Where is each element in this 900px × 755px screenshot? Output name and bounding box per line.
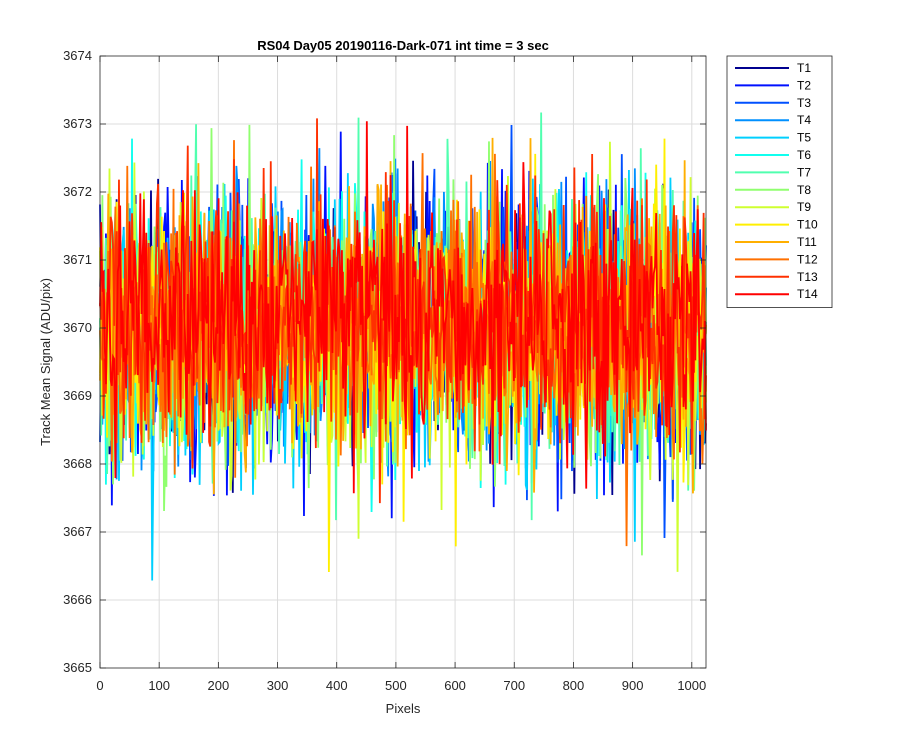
legend: T1 T2 T3 T4 T5 T6 T7 T8 T9 T10 T11 T12 T13 T14 (726, 55, 833, 309)
y-tick-label: 3672 (63, 184, 92, 199)
y-tick-label: 3670 (63, 320, 92, 335)
legend-label: T14 (797, 287, 818, 301)
legend-label: T7 (797, 165, 811, 179)
x-tick-label: 700 (503, 678, 525, 693)
axis-ticks: 0 100 200 300 400 500 600 700 800 900 1000 3665 3666… (63, 48, 706, 693)
y-tick-label: 3665 (63, 660, 92, 675)
x-tick-label: 1000 (677, 678, 706, 693)
legend-label: T1 (797, 61, 811, 75)
legend-label: T5 (797, 131, 811, 145)
y-tick-label: 3669 (63, 388, 92, 403)
legend-label: T6 (797, 148, 811, 162)
y-axis-label: Track Mean Signal (ADU/pix) (38, 278, 53, 446)
legend-label: T12 (797, 252, 818, 266)
y-tick-label: 3666 (63, 592, 92, 607)
y-tick-label: 3667 (63, 524, 92, 539)
x-tick-label: 0 (96, 678, 103, 693)
legend-label: T13 (797, 270, 818, 284)
legend-label: T11 (797, 235, 817, 249)
x-tick-label: 300 (267, 678, 289, 693)
legend-label: T10 (797, 218, 818, 232)
legend-box (726, 55, 833, 309)
x-axis-label: Pixels (386, 701, 421, 716)
legend-label: T9 (797, 200, 811, 214)
plot-frame (99, 55, 707, 669)
y-tick-label: 3673 (63, 116, 92, 131)
x-tick-label: 400 (326, 678, 348, 693)
x-tick-label: 900 (622, 678, 644, 693)
x-tick-label: 800 (563, 678, 585, 693)
x-tick-label: 600 (444, 678, 466, 693)
legend-label: T8 (797, 183, 811, 197)
legend-label: T3 (797, 96, 811, 110)
y-tick-label: 3674 (63, 48, 92, 63)
y-tick-label: 3671 (63, 252, 92, 267)
x-tick-label: 500 (385, 678, 407, 693)
legend-label: T4 (797, 113, 811, 127)
y-tick-label: 3668 (63, 456, 92, 471)
chart-title: RS04 Day05 20190116-Dark-071 int time = … (257, 38, 549, 53)
x-tick-label: 100 (148, 678, 170, 693)
series-line-t14 (99, 121, 707, 494)
legend-label: T2 (797, 78, 811, 92)
x-tick-label: 200 (208, 678, 230, 693)
series-lines (99, 112, 707, 581)
